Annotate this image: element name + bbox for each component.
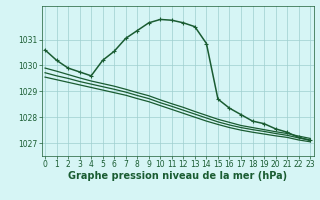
X-axis label: Graphe pression niveau de la mer (hPa): Graphe pression niveau de la mer (hPa) [68,171,287,181]
